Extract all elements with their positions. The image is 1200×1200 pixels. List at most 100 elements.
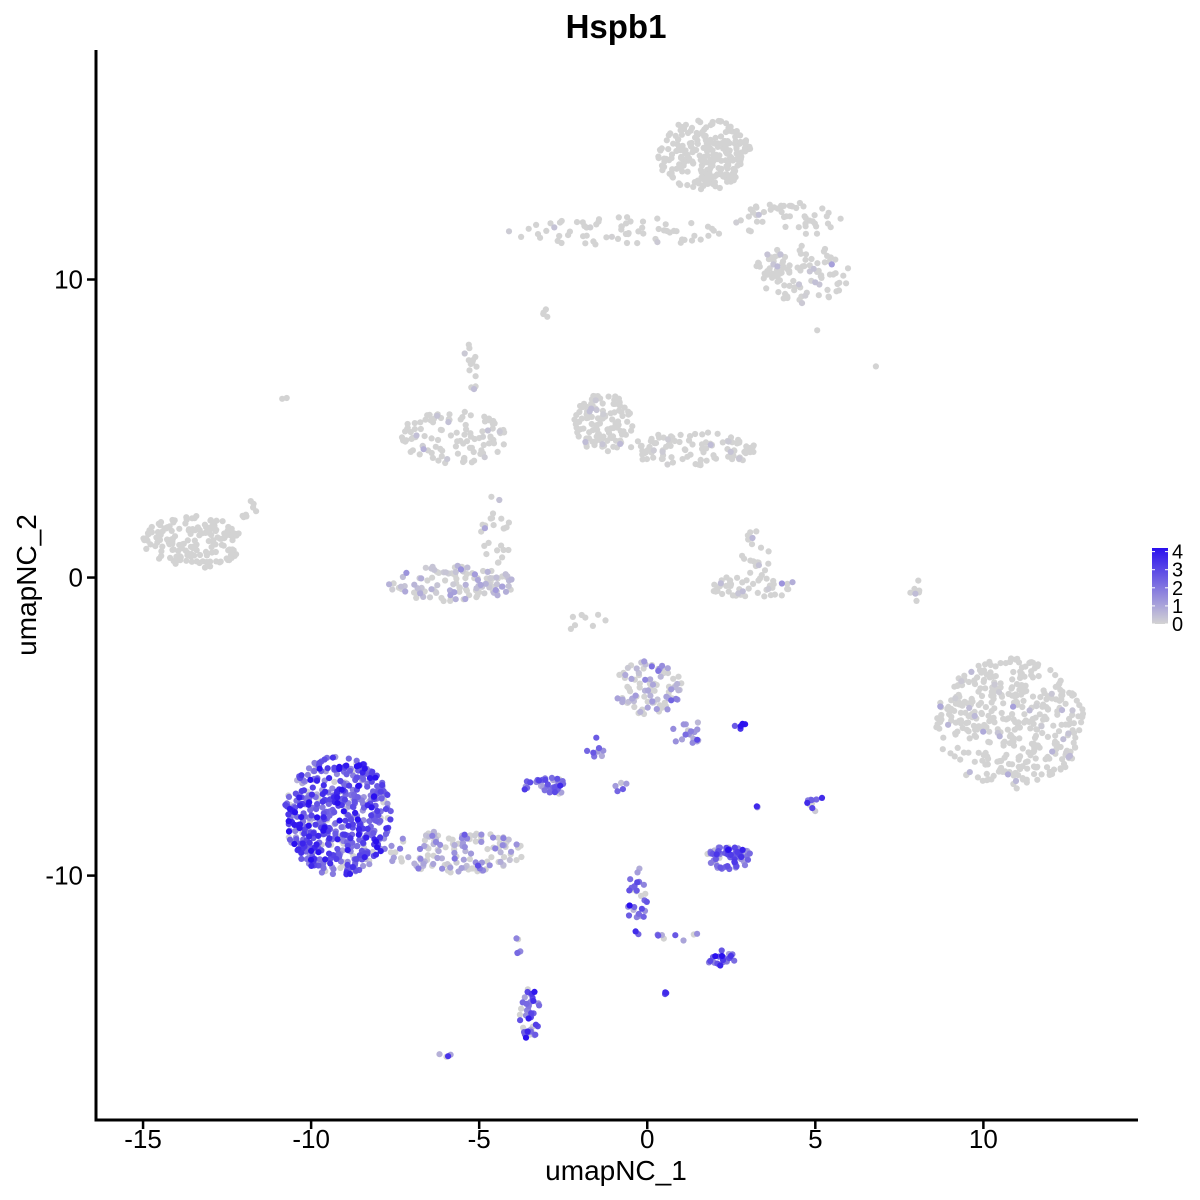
cell-point [250,504,257,511]
cell-point [1053,696,1060,703]
cell-point [210,539,217,546]
cell-point [1013,699,1021,706]
cell-point [387,808,394,815]
cell-point [217,535,224,542]
cell-point [733,150,740,157]
cell-point [628,444,635,451]
cell-point [192,543,199,551]
cell-point [460,455,468,462]
cell-point [313,841,320,848]
cell-point [558,239,565,247]
cell-point [727,952,735,960]
cell-point [344,847,351,854]
cell-point [551,224,558,231]
cell-point [378,795,385,802]
cell-point [467,430,474,437]
cell-point [345,822,352,829]
cell-point [769,270,776,277]
cell-point [662,221,669,228]
cell-point [334,794,341,801]
cell-point [670,675,677,682]
cell-point [633,665,640,672]
cell-point [576,418,583,425]
cell-point [445,419,452,426]
x-tick-label: 10 [969,1124,998,1154]
cell-point [697,236,704,243]
cell-point [588,413,595,420]
cell-point [719,590,726,598]
cell-point [466,592,473,599]
cell-point [316,759,323,766]
cell-point [669,459,677,466]
cell-point [432,589,439,596]
cell-point [690,160,697,167]
cell-point [471,571,478,578]
cell-point [363,834,370,841]
cell-point [434,436,442,444]
cell-point [1052,732,1059,739]
cell-point [729,456,736,463]
cell-point [451,855,458,862]
cell-point [615,395,623,402]
cell-point [637,708,644,716]
cell-point [739,588,746,595]
cell-point [704,152,711,159]
cell-point [148,523,155,531]
cell-point [462,581,469,588]
cell-point [351,798,358,806]
cell-point [377,788,384,795]
cell-point [1000,700,1007,707]
y-axis-title: umapNC_2 [11,514,42,656]
cell-point [693,129,700,137]
cell-point [691,232,698,239]
cell-point [413,432,420,439]
cell-point [316,765,323,772]
cell-point [1035,673,1042,680]
cell-point [655,932,662,939]
cell-point [1069,707,1076,714]
cell-point [467,412,474,419]
cell-point [599,400,606,407]
cell-point [748,541,756,548]
cell-point [836,279,843,286]
cell-point [416,845,424,853]
cell-point [654,239,661,246]
cell-point [1069,727,1076,734]
cell-point [447,432,454,439]
cell-point [481,413,488,420]
cell-point [309,784,316,791]
cell-point [155,520,162,527]
cell-point [466,856,473,863]
cell-point [196,551,204,559]
cell-point [212,548,219,556]
cell-point [1000,739,1007,747]
cell-point [745,213,752,220]
cell-point [322,788,329,795]
cell-point [675,673,682,680]
cell-point [634,240,641,247]
cell-point [944,705,951,712]
cell-point [364,783,371,790]
cell-point [364,825,371,833]
cell-point [1009,761,1016,768]
cell-point [704,142,711,150]
cell-point [505,519,512,526]
x-ticks: -15 -10 -5 0 5 10 [124,1120,998,1154]
cell-point [242,511,249,518]
cell-point [1019,703,1026,711]
cell-point [532,1031,539,1038]
cell-point [739,720,746,728]
cell-point [306,833,313,840]
cell-point [605,393,612,400]
cell-point [308,862,315,870]
cell-point [502,571,509,578]
cell-point [655,667,662,675]
cell-point [421,433,428,440]
cell-point [632,692,639,699]
cell-point [1066,752,1074,759]
cell-point [724,165,731,172]
cell-point [1010,703,1017,710]
cell-point [753,204,760,211]
cell-point [833,288,840,295]
cell-point [374,844,381,851]
